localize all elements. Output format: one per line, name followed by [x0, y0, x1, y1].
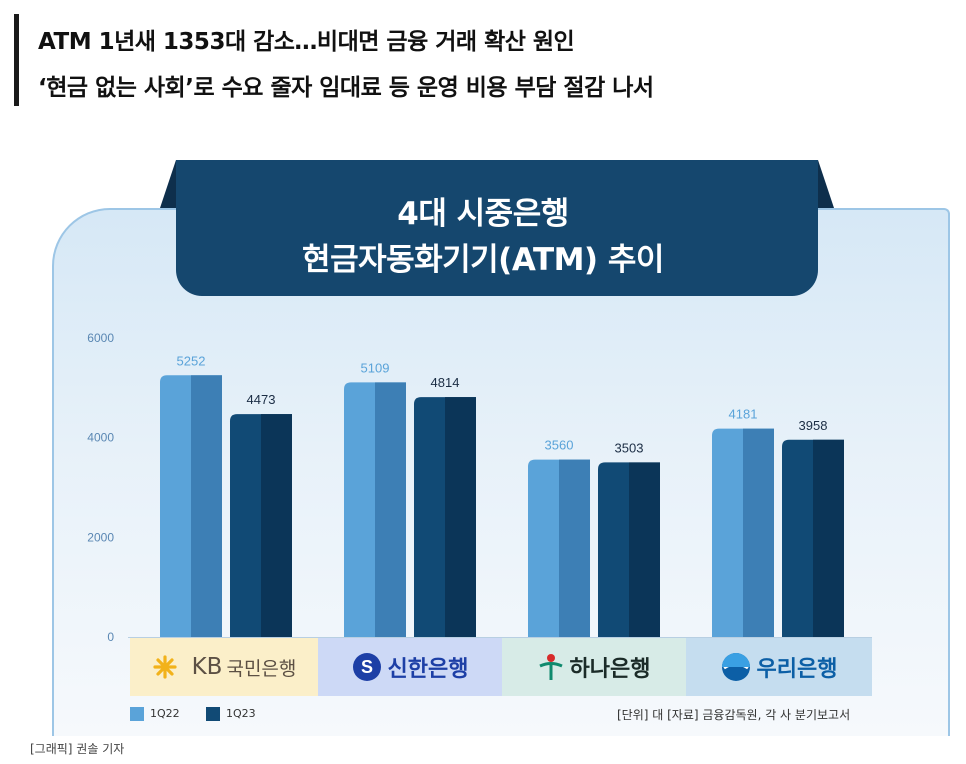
kb-star-icon	[152, 654, 186, 680]
bar-value-label: 3958	[799, 418, 828, 433]
bar-value-label: 5252	[177, 353, 206, 368]
y-tick-label: 6000	[87, 331, 114, 345]
chart-title-line-2: 현금자동화기기(ATM) 추이	[302, 242, 664, 278]
bar-value-label: 5109	[361, 360, 390, 375]
bar-shade-1q22-2	[559, 459, 590, 637]
bar-value-label: 4814	[431, 375, 460, 390]
bar-shade-1q23-0	[261, 414, 292, 637]
graphic-credit: [그래픽] 권솔 기자	[30, 742, 125, 756]
headline-line-1: ATM 1년새 1353대 감소…비대면 금융 거래 확산 원인	[38, 29, 575, 55]
headline-line-2: ‘현금 없는 사회’로 수요 줄자 임대료 등 운영 비용 부담 절감 나서	[38, 75, 654, 101]
source-note: [단위] 대 [자료] 금융감독원, 각 사 분기보고서	[617, 708, 851, 722]
legend-swatch-1q22	[130, 707, 144, 721]
bar-value-label: 3503	[615, 440, 644, 455]
category-hana: 하나은행	[502, 638, 686, 696]
kb-mark-text: KB	[191, 654, 223, 680]
category-kb: KB 국민은행	[130, 638, 318, 696]
ribbon-fold-left	[160, 160, 176, 208]
legend-swatch-1q23	[206, 707, 220, 721]
y-tick-label: 4000	[87, 431, 114, 445]
svg-text:S: S	[361, 657, 373, 677]
bar-shade-1q23-3	[813, 439, 844, 637]
hana-tree-icon	[538, 652, 564, 682]
shinhan-s-icon: S	[352, 652, 382, 682]
bar-value-label: 4181	[729, 407, 758, 422]
chart-title-line-1: 4대 시중은행	[397, 196, 569, 232]
y-tick-label: 0	[107, 630, 114, 644]
bar-shade-1q22-3	[743, 428, 774, 637]
bar-value-label: 3560	[545, 438, 574, 453]
legend-label-1q22: 1Q22	[150, 707, 180, 720]
bar-shade-1q22-1	[375, 382, 406, 637]
woori-sun-icon	[721, 652, 751, 682]
headline-accent-bar	[14, 14, 19, 106]
category-woori: 우리은행	[686, 638, 872, 696]
category-shinhan: S 신한은행	[318, 638, 502, 696]
woori-name-text: 우리은행	[756, 657, 838, 682]
title-ribbon	[176, 160, 818, 296]
legend-label-1q23: 1Q23	[226, 707, 256, 720]
kb-name-text: 국민은행	[226, 657, 297, 680]
shinhan-name-text: 신한은행	[387, 657, 469, 682]
bar-shade-1q23-2	[629, 462, 660, 637]
hana-name-text: 하나은행	[569, 657, 651, 682]
bar-value-label: 4473	[247, 392, 276, 407]
bar-shade-1q23-1	[445, 397, 476, 637]
bar-shade-1q22-0	[191, 375, 222, 637]
ribbon-fold-right	[818, 160, 834, 208]
y-tick-label: 2000	[87, 530, 114, 544]
